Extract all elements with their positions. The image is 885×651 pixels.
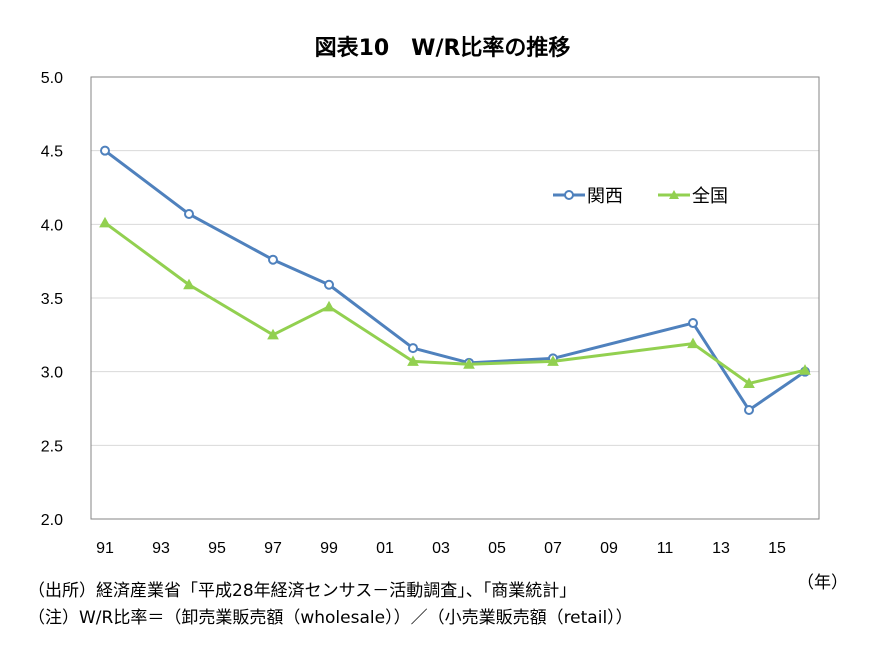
data-point-marker — [744, 404, 754, 415]
x-tick-label: 03 — [432, 540, 450, 557]
legend-marker-2 — [669, 190, 679, 199]
legend-marker-1 — [564, 190, 574, 200]
series-line-1 — [104, 149, 806, 412]
y-tick-label: 3.5 — [41, 291, 63, 308]
x-tick-label: 11 — [657, 540, 674, 557]
y-tick-label: 5.0 — [41, 70, 63, 87]
x-tick-label: 09 — [600, 540, 618, 557]
x-tick-label: 99 — [320, 540, 338, 557]
y-tick-label: 2.0 — [41, 512, 63, 529]
y-tick-label: 4.0 — [41, 217, 63, 234]
data-point-marker — [463, 358, 475, 369]
data-point-marker — [184, 209, 194, 220]
x-tick-label: 93 — [152, 540, 170, 557]
x-axis-unit-label: （年） — [797, 573, 848, 593]
y-tick-label: 3.0 — [41, 365, 63, 382]
data-point-marker — [183, 278, 195, 290]
data-point-marker — [408, 343, 418, 354]
x-tick-label: 91 — [96, 540, 114, 557]
data-point-marker — [799, 364, 811, 375]
y-tick-label: 2.5 — [41, 438, 63, 455]
plot-area-border — [90, 76, 820, 520]
series-line-2 — [104, 221, 806, 385]
data-point-marker — [323, 300, 335, 312]
data-point-marker — [268, 254, 278, 265]
data-point-marker — [324, 279, 334, 290]
data-point-marker — [100, 145, 110, 156]
x-tick-label: 07 — [544, 540, 562, 557]
legend-label-2: 全国 — [692, 186, 728, 207]
x-tick-label: 95 — [208, 540, 226, 557]
x-tick-label: 13 — [712, 540, 730, 557]
x-tick-label: 05 — [488, 540, 506, 557]
x-tick-label: 01 — [376, 540, 394, 557]
x-tick-label: 15 — [768, 540, 786, 557]
chart-title: 図表10 W/R比率の推移 — [314, 36, 571, 61]
data-point-marker — [547, 355, 559, 366]
y-tick-label: 4.5 — [41, 144, 63, 161]
data-point-marker — [407, 355, 419, 366]
data-point-marker — [687, 337, 699, 349]
data-point-marker — [688, 318, 698, 329]
legend-label-1: 関西 — [587, 186, 623, 207]
source-note: （出所）経済産業省「平成28年経済センサス－活動調査」、「商業統計」 — [28, 581, 577, 601]
data-point-marker — [267, 328, 279, 340]
data-point-marker — [743, 377, 755, 388]
x-tick-label: 97 — [264, 540, 282, 557]
formula-note: （注）W/R比率＝（卸売業販売額（wholesale））／（小売業販売額（ret… — [28, 608, 633, 628]
data-point-marker — [99, 216, 111, 228]
